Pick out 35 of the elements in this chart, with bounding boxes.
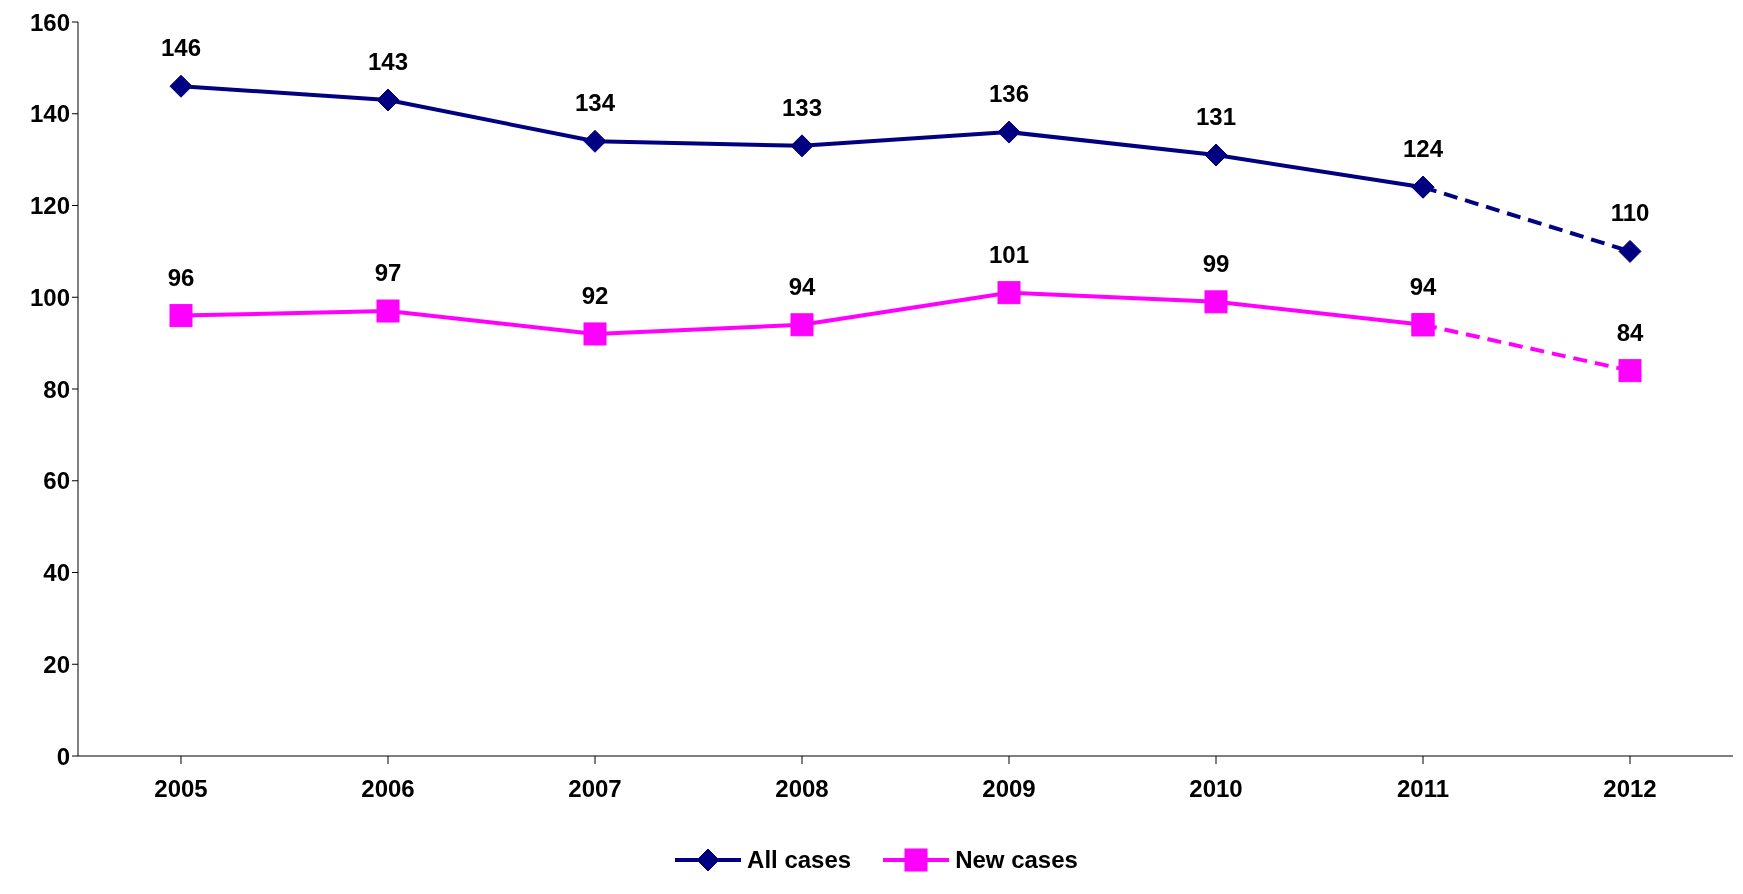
- data-label: 92: [581, 281, 609, 309]
- y-tick-label: 80: [43, 375, 70, 403]
- data-label: 94: [1409, 272, 1437, 300]
- y-tick-label: 140: [29, 100, 70, 128]
- x-tick-label: 2009: [982, 775, 1036, 803]
- data-label: 99: [1202, 249, 1230, 277]
- legend-label: All cases: [747, 846, 852, 874]
- data-label: 131: [1195, 103, 1237, 131]
- data-label: 101: [988, 240, 1030, 268]
- data-label: 143: [367, 47, 409, 75]
- data-label: 134: [574, 89, 616, 117]
- data-label: 97: [374, 259, 402, 287]
- data-label: 146: [160, 34, 202, 62]
- x-tick-label: 2005: [154, 775, 208, 803]
- y-tick-label: 0: [56, 742, 70, 770]
- x-tick-label: 2007: [568, 775, 622, 803]
- y-tick-label: 60: [43, 467, 70, 495]
- data-label: 96: [167, 263, 195, 291]
- data-label: 133: [781, 93, 823, 121]
- x-tick-label: 2010: [1189, 775, 1243, 803]
- data-label: 136: [988, 80, 1030, 108]
- y-tick-label: 100: [29, 283, 70, 311]
- y-tick-label: 160: [29, 8, 70, 36]
- y-tick-label: 40: [43, 559, 70, 587]
- x-tick-label: 2008: [775, 775, 829, 803]
- legend-label: New cases: [955, 846, 1078, 874]
- data-label: 84: [1616, 318, 1644, 346]
- x-tick-label: 2011: [1396, 775, 1450, 803]
- data-label: 124: [1402, 135, 1444, 163]
- y-tick-label: 120: [29, 192, 70, 220]
- x-tick-label: 2012: [1603, 775, 1657, 803]
- data-label: 94: [788, 272, 816, 300]
- data-label: 110: [1610, 199, 1650, 227]
- x-tick-label: 2006: [361, 775, 415, 803]
- y-tick-label: 20: [43, 650, 70, 678]
